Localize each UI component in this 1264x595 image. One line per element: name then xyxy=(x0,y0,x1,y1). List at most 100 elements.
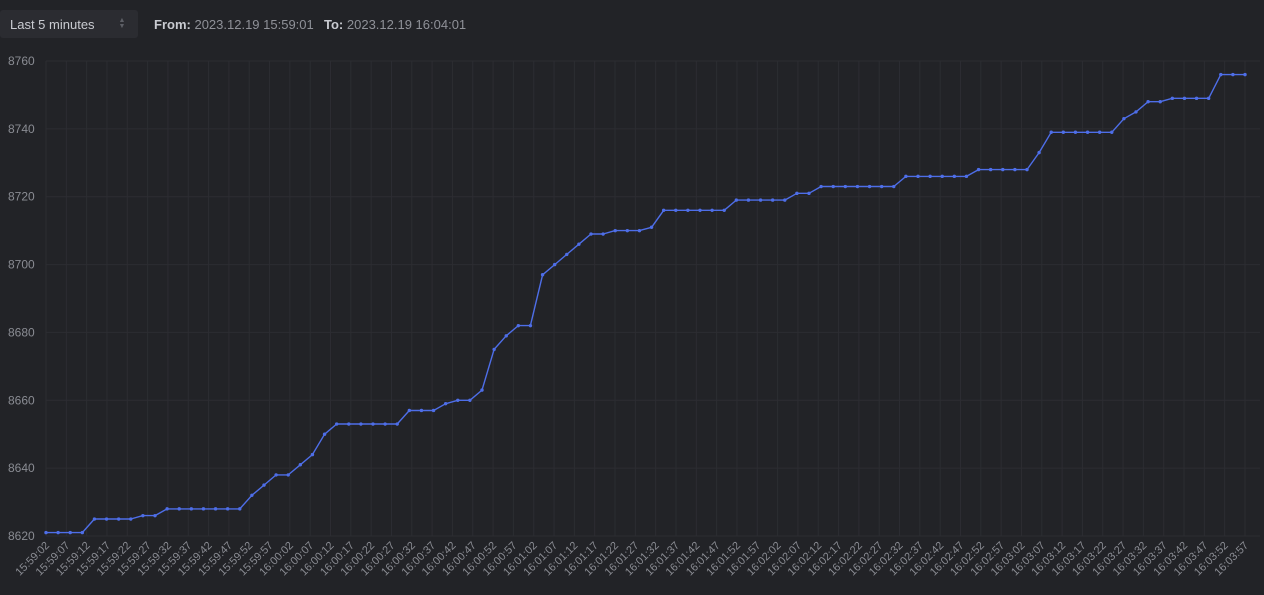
data-point xyxy=(831,184,835,189)
data-point xyxy=(443,401,448,406)
data-point xyxy=(456,398,460,402)
data-point xyxy=(189,507,194,511)
data-point xyxy=(1025,167,1029,172)
data-point xyxy=(468,398,472,402)
data-point xyxy=(758,198,763,202)
y-tick-label: 8740 xyxy=(8,122,35,136)
data-point xyxy=(674,208,678,212)
data-point xyxy=(1097,130,1102,134)
data-point xyxy=(298,463,303,467)
to-label: To: xyxy=(324,17,344,32)
data-point xyxy=(1073,130,1078,134)
data-point xyxy=(238,507,242,511)
data-point xyxy=(1170,96,1175,101)
data-point xyxy=(371,422,375,426)
data-point xyxy=(879,184,884,189)
data-point xyxy=(395,422,399,426)
data-point xyxy=(783,198,787,202)
data-point xyxy=(589,232,593,236)
data-point xyxy=(177,507,181,511)
data-point xyxy=(698,208,702,212)
data-point xyxy=(322,432,327,436)
data-point xyxy=(347,422,351,426)
data-point xyxy=(431,408,436,413)
data-point xyxy=(843,184,848,189)
data-point xyxy=(153,513,157,518)
data-point xyxy=(1061,130,1066,134)
time-range-select[interactable]: Last 5 minutes ▲ ▼ xyxy=(0,10,138,38)
data-point xyxy=(504,334,508,338)
data-point xyxy=(601,232,605,236)
from-label: From: xyxy=(154,17,191,32)
data-point xyxy=(928,174,932,179)
data-point xyxy=(710,208,714,212)
data-point xyxy=(746,198,751,202)
data-point xyxy=(201,507,206,511)
line-chart: 8620864086608680870087208740876015:59:02… xyxy=(8,54,1260,578)
to-range: To: 2023.12.19 16:04:01 xyxy=(324,17,466,32)
data-point xyxy=(1146,100,1150,104)
data-point xyxy=(116,517,121,521)
data-point xyxy=(807,191,811,196)
data-point xyxy=(988,167,993,172)
data-point xyxy=(407,408,412,413)
data-point xyxy=(552,262,557,267)
data-point xyxy=(250,493,254,497)
data-point xyxy=(613,228,617,233)
data-point xyxy=(1206,96,1211,101)
from-range: From: 2023.12.19 15:59:01 xyxy=(154,17,314,32)
data-point xyxy=(819,184,823,189)
data-point xyxy=(1243,72,1247,77)
data-point xyxy=(734,198,739,202)
data-point xyxy=(795,191,799,196)
data-point xyxy=(904,174,908,179)
data-point xyxy=(44,530,48,535)
data-point xyxy=(916,174,920,179)
data-point xyxy=(637,228,642,233)
y-tick-label: 8680 xyxy=(8,325,35,339)
time-range-value: Last 5 minutes xyxy=(10,16,95,32)
y-tick-label: 8640 xyxy=(8,461,35,475)
data-point xyxy=(225,507,230,511)
toolbar: Last 5 minutes ▲ ▼ From: 2023.12.19 15:59… xyxy=(0,0,1264,48)
data-point xyxy=(940,174,944,179)
data-point xyxy=(165,507,169,511)
data-point xyxy=(577,242,581,246)
data-point xyxy=(480,388,484,392)
data-point xyxy=(516,323,521,328)
sort-arrows-icon: ▲ ▼ xyxy=(118,17,126,30)
data-point xyxy=(310,452,315,457)
data-point xyxy=(1134,110,1138,114)
data-point xyxy=(952,174,957,179)
data-point xyxy=(964,174,969,179)
data-point xyxy=(68,530,72,535)
data-point xyxy=(104,517,109,521)
data-point xyxy=(213,507,218,511)
data-point xyxy=(540,273,545,277)
to-value: 2023.12.19 16:04:01 xyxy=(346,17,467,32)
data-point xyxy=(419,408,424,413)
data-point xyxy=(274,473,278,477)
data-point xyxy=(334,422,339,426)
data-point xyxy=(1158,100,1162,104)
data-point xyxy=(1110,130,1114,134)
data-point xyxy=(1122,116,1126,121)
data-point xyxy=(722,208,726,212)
data-point xyxy=(383,422,387,426)
y-tick-label: 8700 xyxy=(8,258,35,272)
data-point xyxy=(1194,96,1199,101)
data-point xyxy=(1037,150,1041,155)
data-point xyxy=(661,208,666,212)
data-point xyxy=(1049,130,1053,134)
data-point xyxy=(92,517,97,521)
data-point xyxy=(892,184,896,189)
y-tick-label: 8660 xyxy=(8,393,35,407)
y-tick-label: 8620 xyxy=(8,529,35,543)
data-point xyxy=(1001,167,1005,172)
data-point xyxy=(649,225,654,229)
data-point xyxy=(1182,96,1187,101)
data-point xyxy=(1219,72,1223,77)
data-point xyxy=(141,513,145,518)
from-value: 2023.12.19 15:59:01 xyxy=(194,17,314,32)
y-tick-label: 8720 xyxy=(8,190,35,204)
